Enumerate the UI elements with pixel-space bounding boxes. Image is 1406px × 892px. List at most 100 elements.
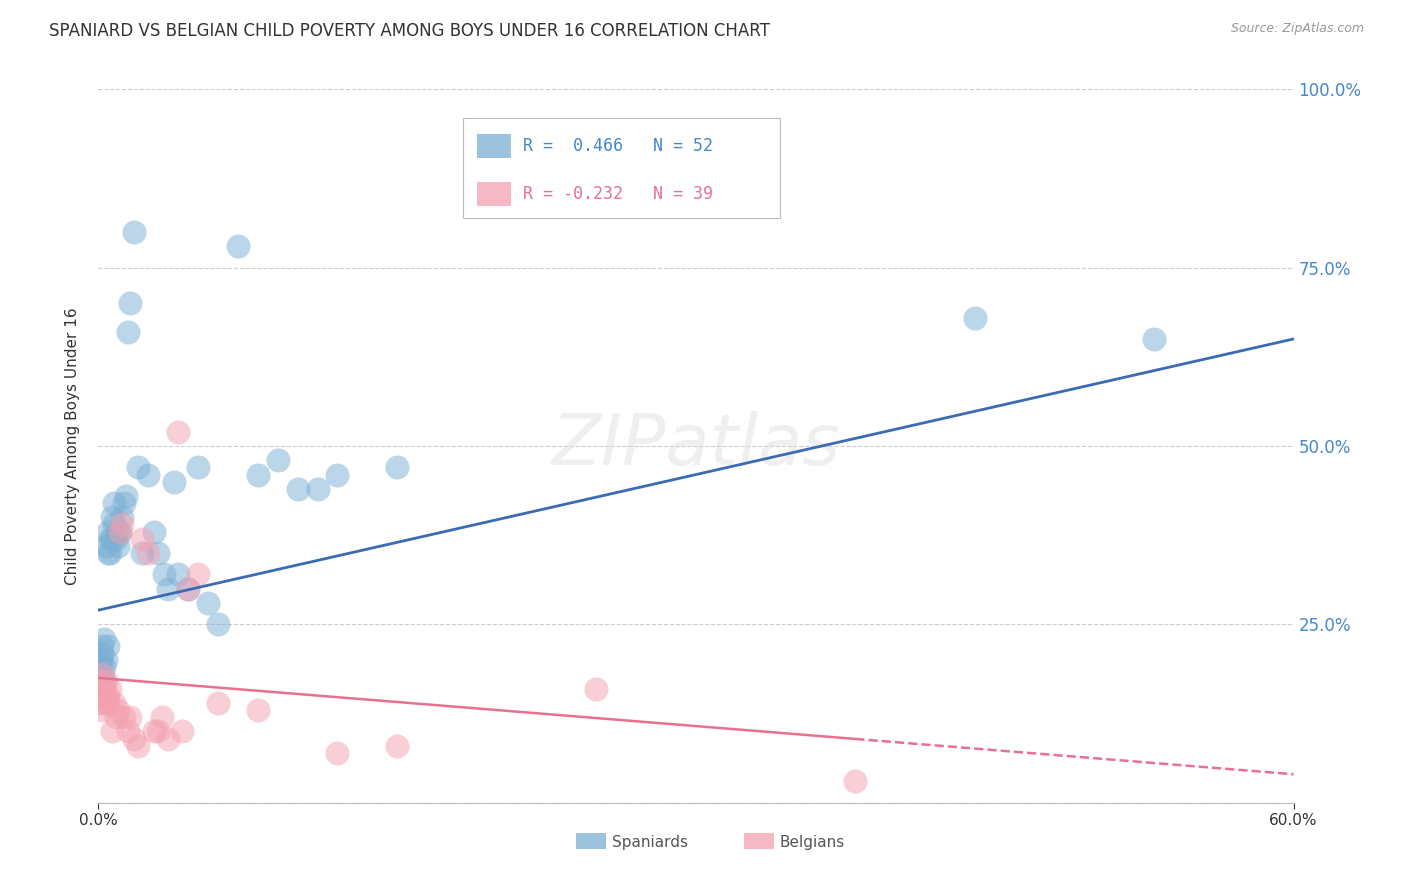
FancyBboxPatch shape xyxy=(463,118,780,218)
Bar xyxy=(744,833,773,849)
Point xyxy=(148,724,170,739)
Point xyxy=(385,739,409,753)
Point xyxy=(105,710,128,724)
Point xyxy=(124,731,146,746)
Point xyxy=(136,467,159,482)
Point xyxy=(1143,332,1166,346)
Point xyxy=(107,703,129,717)
Point xyxy=(96,653,118,667)
Point xyxy=(267,453,290,467)
Point xyxy=(127,739,149,753)
Point xyxy=(207,617,229,632)
Point xyxy=(91,639,114,653)
Text: R =  0.466   N = 52: R = 0.466 N = 52 xyxy=(523,136,713,154)
Point xyxy=(93,632,115,646)
Point xyxy=(111,510,134,524)
Point xyxy=(91,646,114,660)
Point xyxy=(187,567,209,582)
Bar xyxy=(576,833,606,849)
Point xyxy=(117,325,139,339)
Point xyxy=(97,696,120,710)
Point xyxy=(93,681,115,696)
Point xyxy=(91,681,114,696)
Point xyxy=(177,582,200,596)
Point xyxy=(91,653,114,667)
Point xyxy=(101,724,124,739)
Point xyxy=(97,689,120,703)
Point xyxy=(89,653,111,667)
Point xyxy=(96,539,118,553)
Point xyxy=(246,703,269,717)
Point xyxy=(91,667,114,681)
Point xyxy=(110,524,132,539)
Point xyxy=(98,532,122,546)
Point xyxy=(120,710,142,724)
Point xyxy=(187,460,209,475)
Point xyxy=(136,546,159,560)
Point xyxy=(97,524,120,539)
Point xyxy=(103,496,125,510)
Point xyxy=(111,517,134,532)
Point xyxy=(101,510,124,524)
Point xyxy=(89,696,111,710)
Point xyxy=(110,524,132,539)
Point xyxy=(157,731,180,746)
Point xyxy=(150,710,173,724)
Point xyxy=(326,746,349,760)
Y-axis label: Child Poverty Among Boys Under 16: Child Poverty Among Boys Under 16 xyxy=(65,307,80,585)
Bar xyxy=(477,182,510,206)
Point xyxy=(143,724,166,739)
Point xyxy=(167,425,190,439)
Point xyxy=(131,532,153,546)
Point xyxy=(117,724,139,739)
Point xyxy=(98,546,122,560)
Point xyxy=(98,681,122,696)
Point xyxy=(96,689,118,703)
Point xyxy=(143,524,166,539)
Point xyxy=(226,239,249,253)
Point xyxy=(105,532,128,546)
Text: Spaniards: Spaniards xyxy=(613,835,689,849)
Point xyxy=(585,681,607,696)
Point xyxy=(287,482,309,496)
Point xyxy=(103,696,125,710)
Point xyxy=(120,296,142,310)
Point xyxy=(307,482,329,496)
Point xyxy=(93,696,115,710)
Point xyxy=(107,524,129,539)
Point xyxy=(207,696,229,710)
Point xyxy=(97,639,120,653)
Text: R = -0.232   N = 39: R = -0.232 N = 39 xyxy=(523,185,713,202)
Point xyxy=(177,582,200,596)
Point xyxy=(172,724,194,739)
Point xyxy=(112,710,135,724)
Point xyxy=(326,467,349,482)
Point xyxy=(167,567,190,582)
Point xyxy=(103,517,125,532)
Point xyxy=(197,596,219,610)
Point xyxy=(91,703,114,717)
Point xyxy=(97,546,120,560)
Point xyxy=(89,660,111,674)
Point xyxy=(101,532,124,546)
Point xyxy=(93,674,115,689)
Point xyxy=(163,475,186,489)
Point xyxy=(93,660,115,674)
Point xyxy=(246,467,269,482)
Point xyxy=(91,667,114,681)
Point xyxy=(89,674,111,689)
Text: ZIPatlas: ZIPatlas xyxy=(551,411,841,481)
Point xyxy=(385,460,409,475)
Point xyxy=(124,225,146,239)
Point xyxy=(157,582,180,596)
Point xyxy=(96,674,118,689)
Point xyxy=(112,496,135,510)
Text: SPANIARD VS BELGIAN CHILD POVERTY AMONG BOYS UNDER 16 CORRELATION CHART: SPANIARD VS BELGIAN CHILD POVERTY AMONG … xyxy=(49,22,770,40)
Point xyxy=(107,539,129,553)
Point xyxy=(153,567,176,582)
Point xyxy=(963,310,986,325)
Point xyxy=(148,546,170,560)
Text: Source: ZipAtlas.com: Source: ZipAtlas.com xyxy=(1230,22,1364,36)
Text: Belgians: Belgians xyxy=(780,835,845,849)
Point xyxy=(127,460,149,475)
